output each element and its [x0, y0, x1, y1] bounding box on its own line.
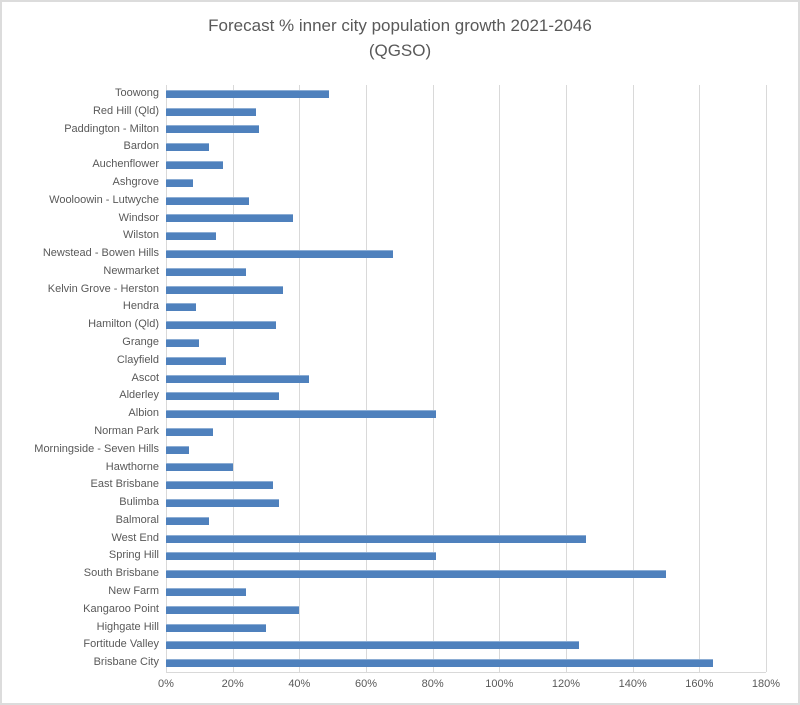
category-label: Spring Hill: [108, 549, 159, 562]
category-label: Paddington - Milton: [64, 122, 159, 135]
bar: [166, 659, 713, 668]
bar: [166, 481, 273, 490]
category-label: Kangaroo Point: [83, 602, 159, 615]
bar: [166, 285, 283, 294]
bar: [166, 499, 280, 507]
category-label: South Brisbane: [83, 567, 159, 580]
bar: [166, 463, 233, 472]
bar: [166, 249, 393, 258]
gridline: [699, 85, 701, 672]
category-label: Grange: [122, 336, 159, 349]
bar: [166, 321, 276, 330]
category-label: Balmoral: [115, 513, 159, 526]
bar: [166, 392, 280, 401]
chart-title-line2: (QGSO): [368, 41, 432, 60]
x-tick-label: 100%: [485, 678, 514, 690]
bar: [166, 445, 190, 454]
category-label: Wooloowin - Lutwyche: [49, 193, 159, 206]
bar: [166, 338, 200, 347]
bar: [166, 356, 226, 365]
x-tick-label: 160%: [685, 678, 714, 690]
category-label: Ashgrove: [112, 175, 159, 188]
x-tick-label: 140%: [618, 678, 647, 690]
category-label: East Brisbane: [90, 478, 159, 491]
category-label: Hendra: [122, 300, 159, 313]
gridline: [499, 85, 501, 672]
bar: [166, 125, 260, 134]
category-label: Hawthorne: [105, 460, 159, 473]
x-tick-label: 0%: [158, 678, 174, 690]
gridline: [632, 85, 634, 672]
category-label: New Farm: [108, 585, 159, 598]
category-label: Highgate Hill: [96, 620, 159, 633]
category-label: Auchenflower: [92, 158, 159, 171]
chart-title-line1: Forecast % inner city population growth …: [208, 16, 592, 35]
bar: [166, 143, 210, 152]
x-tick-label: 80%: [421, 678, 444, 690]
x-tick-label: 120%: [551, 678, 581, 690]
bar: [166, 107, 256, 116]
bar: [166, 161, 223, 170]
gridline: [366, 85, 367, 672]
x-tick-label: 180%: [751, 678, 781, 690]
bar: [166, 410, 436, 419]
bar: [166, 89, 330, 98]
category-label: Windsor: [118, 211, 159, 224]
bar: [166, 178, 193, 187]
category-label: Albion: [128, 407, 159, 420]
category-label: Red Hill (Qld): [92, 104, 159, 117]
x-tick-label: 60%: [354, 678, 378, 690]
bar: [166, 214, 293, 223]
bar: [166, 605, 300, 614]
category-label: Kelvin Grove - Herston: [47, 282, 159, 295]
x-axis-tick-labels: 0% 20% 40% 60% 80% 100% 120% 140% 160% 180%: [158, 678, 780, 694]
bar: [166, 623, 266, 632]
bar: [166, 267, 246, 276]
bar: [166, 641, 580, 650]
bar: [166, 570, 666, 579]
category-label: Brisbane City: [93, 656, 159, 669]
category-label: Norman Park: [94, 424, 159, 437]
category-label: Toowong: [114, 87, 159, 99]
gridline: [432, 85, 434, 672]
category-label: Alderley: [119, 389, 159, 402]
bar: [166, 516, 210, 525]
category-label: Newmarket: [103, 264, 159, 277]
category-label: Clayfield: [116, 353, 159, 366]
bar: [166, 196, 250, 205]
bar: [166, 552, 436, 561]
plot-area: [166, 85, 767, 673]
category-label: Bulimba: [119, 496, 159, 509]
bar: [166, 534, 586, 543]
category-label: Bardon: [123, 140, 159, 153]
category-label: West End: [111, 531, 160, 544]
category-label: Ascot: [131, 371, 159, 384]
category-label: Fortitude Valley: [83, 638, 159, 651]
category-label: Wilston: [122, 229, 159, 242]
category-axis-labels: Toowong Red Hill (Qld) Paddington - Milton…: [0, 85, 159, 672]
bar: [166, 303, 196, 312]
chart-title: Forecast % inner city population growth …: [0, 13, 800, 63]
category-label: Newstead - Bowen Hills: [42, 247, 159, 260]
category-label: Hamilton (Qld): [88, 318, 159, 331]
x-tick-label: 40%: [288, 678, 311, 690]
bar: [166, 232, 216, 241]
bar: [166, 427, 213, 436]
gridline: [766, 85, 767, 672]
x-tick-label: 20%: [221, 678, 244, 690]
gridline: [566, 85, 567, 672]
bar: [166, 587, 246, 596]
category-label: Morningside - Seven Hills: [34, 442, 159, 455]
bar: [166, 374, 310, 383]
